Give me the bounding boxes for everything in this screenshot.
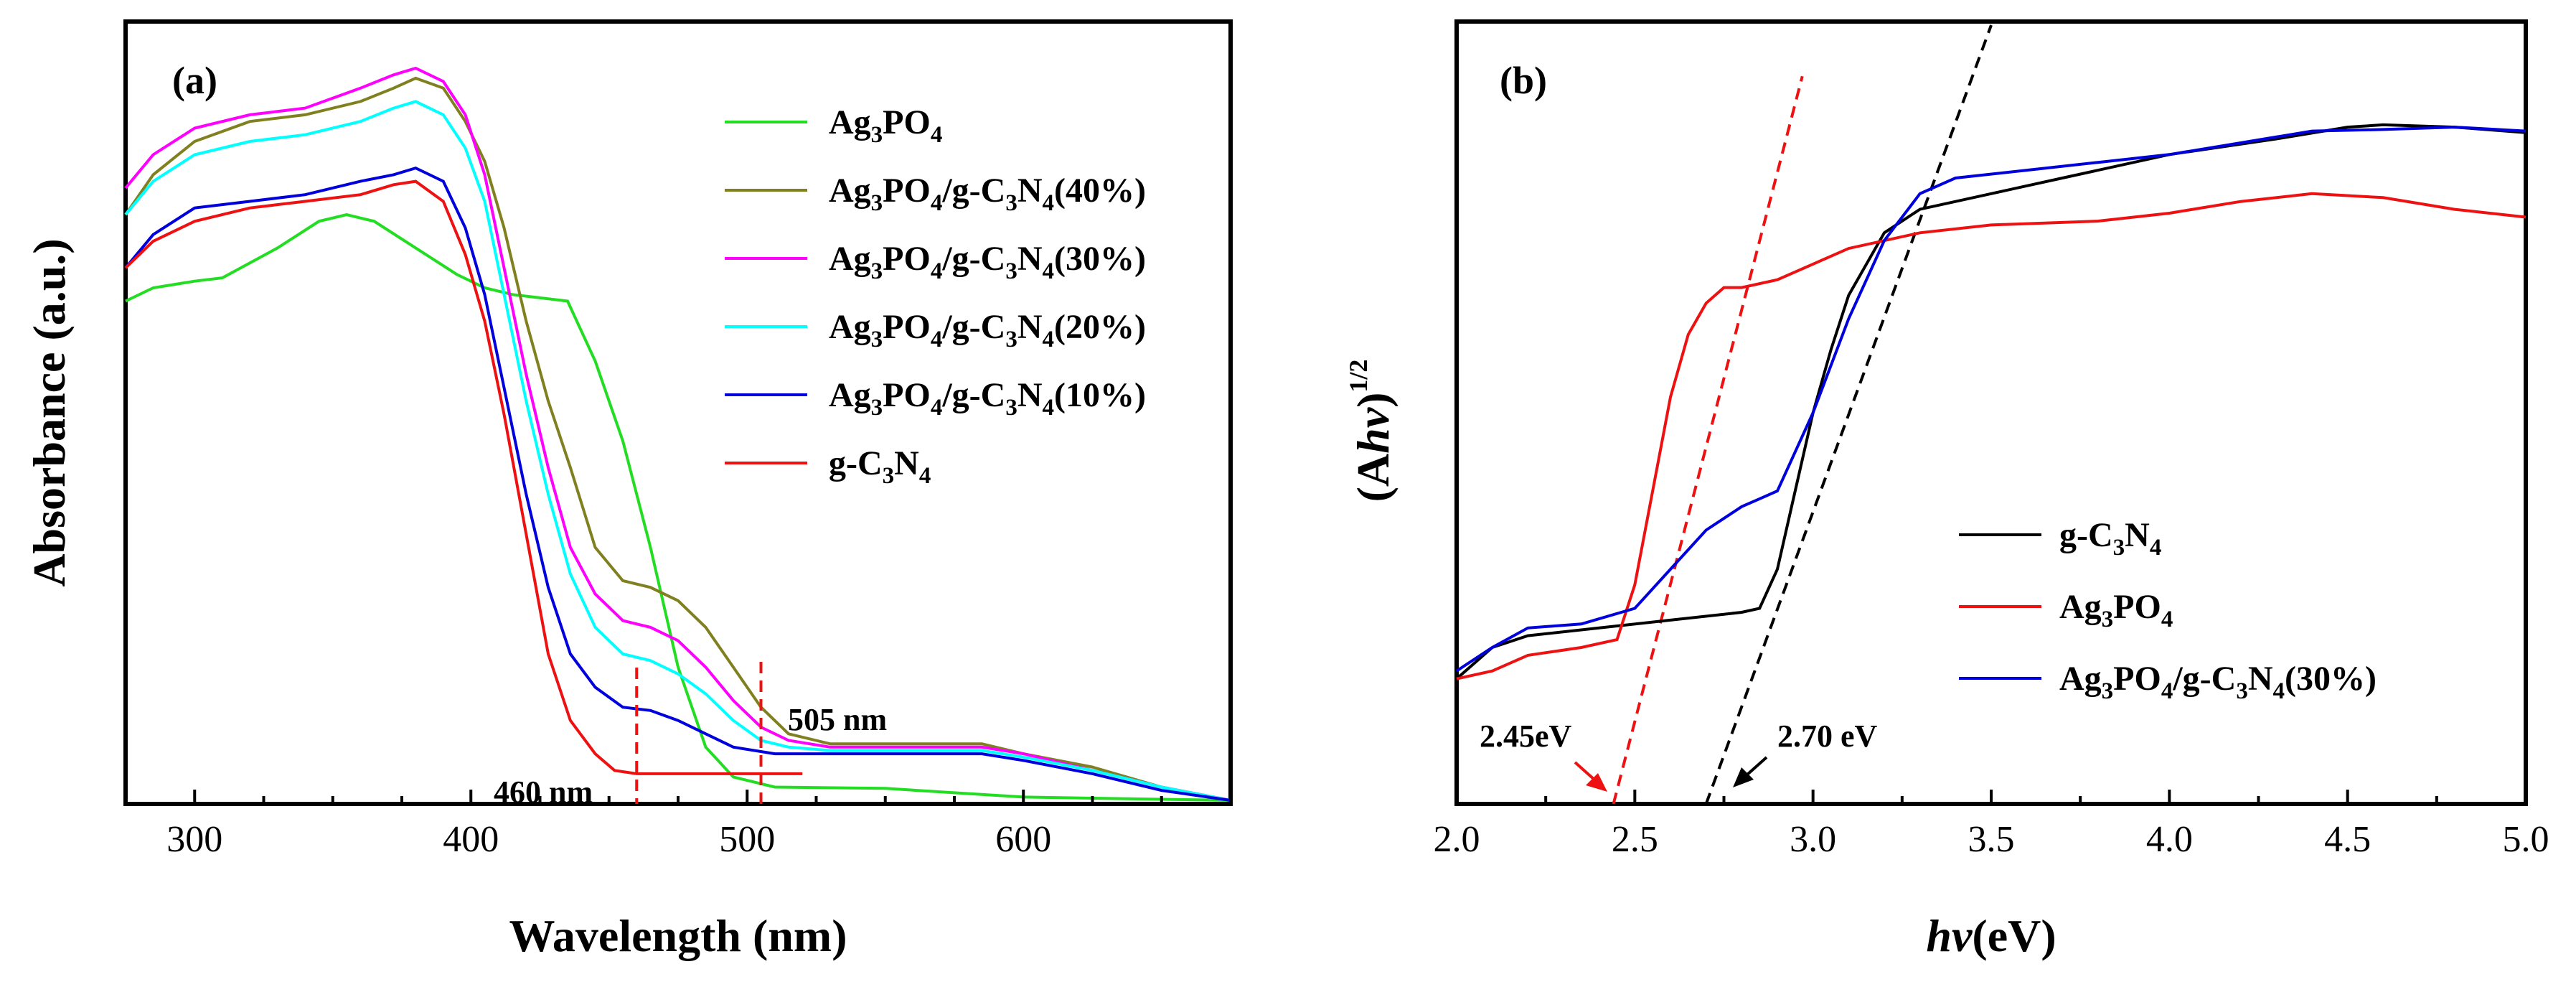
x-tick-label: 4.5 — [2324, 819, 2371, 860]
panel-b-label: (b) — [1500, 59, 1547, 102]
panel-a-y-axis-label: Absorbance (a.u.) — [24, 238, 75, 586]
x-tick-label: 400 — [443, 819, 499, 860]
legend-label: Ag3PO4 — [829, 103, 942, 148]
panel-a-label: (a) — [172, 59, 217, 102]
panel-b-series — [1455, 123, 2526, 680]
legend-label: Ag3PO4/g-C3N4(30%) — [829, 240, 1146, 284]
arrow-ag3po4-head — [1586, 773, 1607, 792]
panel-b-ticks: 2.0 2.5 3.0 3.5 4.0 4.5 5.0 — [1434, 790, 2549, 860]
series-line-1 — [1456, 192, 2526, 680]
panel-b-y-axis-label: (Ahν)1/2 — [1344, 360, 1399, 502]
x-tick-label: 2.0 — [1434, 819, 1480, 860]
annotation-505nm: 505 nm — [788, 702, 887, 737]
legend-label: g-C3N4 — [2059, 516, 2161, 561]
x-tick-label: 300 — [166, 819, 222, 860]
legend-label: g-C3N4 — [829, 444, 931, 489]
series-line-0 — [1455, 123, 2526, 680]
panel-b: 2.0 2.5 3.0 3.5 4.0 4.5 5.0 2.45eV 2.70 eV g-C3… — [1344, 19, 2549, 961]
panel-a: 300 400 500 600 460 nm 505 nm Ag3PO4 Ag3PO4/g… — [24, 19, 1233, 961]
x-tick-label: 600 — [995, 819, 1051, 860]
legend-label: Ag3PO4/g-C3N4(20%) — [829, 308, 1146, 352]
panel-a-legend: Ag3PO4 Ag3PO4/g-C3N4(40%) Ag3PO4/g-C3N4(30… — [725, 103, 1146, 489]
legend-label: Ag3PO4/g-C3N4(10%) — [829, 376, 1146, 421]
x-tick-label: 4.0 — [2146, 819, 2193, 860]
series-line-1 — [124, 76, 1231, 802]
x-tick-label: 500 — [719, 819, 775, 860]
arrow-gc3n4-head — [1733, 767, 1754, 787]
panel-b-x-axis-label: hν(eV) — [1926, 910, 2056, 961]
bandgap-label-ag3po4: 2.45eV — [1480, 719, 1572, 754]
panel-b-tangents — [1612, 24, 1993, 805]
x-tick-label: 3.0 — [1790, 819, 1836, 860]
series-line-5 — [124, 179, 803, 775]
panel-b-legend: g-C3N4 Ag3PO4 Ag3PO4/g-C3N4(30%) — [1959, 516, 2377, 704]
legend-label: Ag3PO4/g-C3N4(30%) — [2059, 660, 2377, 704]
series-line-3 — [124, 100, 1231, 802]
bandgap-label-gc3n4: 2.70 eV — [1777, 719, 1878, 754]
series-line-0 — [125, 212, 1231, 802]
panel-a-series — [124, 66, 1231, 802]
panel-a-annotations: 460 nm 505 nm — [494, 662, 887, 810]
legend-label: Ag3PO4 — [2059, 588, 2173, 632]
legend-label: Ag3PO4/g-C3N4(40%) — [829, 172, 1146, 216]
series-line-2 — [124, 66, 1231, 802]
annotation-460nm: 460 nm — [494, 775, 593, 810]
panel-b-annotations: 2.45eV 2.70 eV — [1480, 719, 1878, 792]
panel-a-x-axis-label: Wavelength (nm) — [509, 910, 847, 961]
panel-a-ticks: 300 400 500 600 — [124, 790, 1232, 860]
series-line-2 — [1455, 126, 2526, 673]
series-line-4 — [124, 166, 1231, 802]
tangent-line-0 — [1612, 75, 1804, 805]
tangent-line-1 — [1704, 24, 1993, 805]
x-tick-label: 3.5 — [1968, 819, 2015, 860]
x-tick-label: 5.0 — [2503, 819, 2549, 860]
x-tick-label: 2.5 — [1612, 819, 1658, 860]
